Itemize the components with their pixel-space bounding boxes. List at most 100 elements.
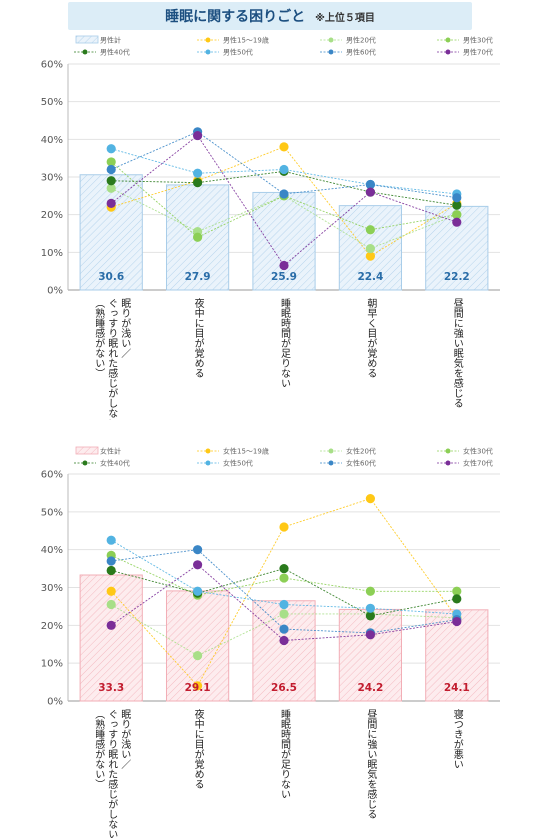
bar-value-label: 25.9	[271, 271, 297, 283]
legend-marker	[328, 37, 334, 43]
series-line	[110, 539, 457, 615]
y-tick-label: 10%	[41, 248, 63, 259]
data-point	[365, 179, 375, 190]
y-tick-label: 30%	[41, 583, 63, 594]
data-point	[193, 168, 203, 178]
data-point	[106, 556, 116, 566]
data-point	[106, 198, 116, 208]
legend-marker	[445, 460, 451, 466]
category-label-line: 夜中に目が覚める	[192, 708, 204, 789]
legend-label: 女性40代	[100, 459, 130, 468]
legend-item: 男性50代	[197, 48, 253, 57]
category-label: 夜中に目が覚める	[192, 297, 204, 378]
bar-value-label: 27.9	[185, 271, 211, 283]
chart-title-note: ※上位５項目	[315, 12, 375, 24]
data-point	[106, 620, 116, 630]
category-label-line: 眠りが浅い／	[119, 298, 131, 358]
legend-marker	[205, 49, 211, 55]
data-point	[193, 130, 203, 141]
category-label-line: 睡眠時間が足りない	[279, 708, 291, 799]
legend-label: 女性計	[100, 447, 121, 456]
y-tick-label: 20%	[41, 621, 63, 632]
category-label-line: 夜中に目が覚める	[192, 297, 204, 378]
bar	[165, 184, 230, 291]
category-label-line: ぐっすり眠れた感じがしない	[106, 709, 118, 839]
bar-value-label: 22.2	[444, 271, 470, 283]
data-point	[193, 560, 203, 570]
data-point	[279, 563, 289, 574]
data-point	[452, 616, 462, 627]
data-point	[193, 681, 203, 691]
y-tick-label: 60%	[41, 470, 63, 481]
series-line	[110, 564, 457, 641]
category-label: 睡眠時間が足りない	[279, 297, 291, 388]
data-point	[452, 193, 462, 203]
data-point	[452, 210, 462, 220]
y-tick-label: 40%	[41, 135, 63, 146]
legend-item: 女性50代	[197, 459, 253, 468]
data-point	[365, 187, 375, 197]
category-label: 昼間に強い眠気を感じる	[365, 709, 377, 819]
data-point	[193, 545, 203, 555]
legend-marker	[82, 460, 88, 466]
category-label-line: 昼間に強い眠気を感じる	[365, 709, 377, 819]
series-line	[111, 170, 457, 206]
legend-label: 男性20代	[346, 36, 376, 45]
data-point	[193, 586, 203, 596]
category-label-line: 朝早く目が覚める	[365, 298, 377, 378]
y-tick-label: 30%	[41, 173, 63, 184]
legend-label: 男性30代	[463, 36, 493, 45]
bar-value-label: 26.5	[271, 682, 297, 694]
data-point	[279, 522, 289, 532]
data-point	[106, 164, 116, 175]
data-point	[365, 603, 375, 613]
legend-marker	[82, 49, 88, 55]
legend-marker	[328, 460, 334, 466]
bar	[338, 608, 403, 702]
data-point	[279, 260, 289, 271]
data-point	[106, 586, 116, 596]
y-tick-label: 50%	[41, 97, 63, 108]
legend-label: 男性60代	[346, 48, 376, 57]
category-label-line: ぐっすり眠れた感じがしない	[106, 298, 118, 420]
category-label-line: 寝つきが悪い	[451, 708, 463, 769]
legend-item: 男性60代	[320, 48, 376, 57]
data-point	[452, 594, 462, 604]
legend-item: 女性60代	[320, 459, 376, 468]
y-tick-label: 20%	[41, 210, 63, 221]
data-point	[365, 630, 375, 640]
legend-item: 男性計	[75, 36, 121, 45]
category-label-line: 昼間に強い眠気を感じる	[451, 298, 463, 408]
y-tick-label: 60%	[41, 60, 63, 71]
legend-item: 女性15～19歳	[197, 447, 269, 456]
legend-item: 男性20代	[320, 36, 376, 45]
data-point	[365, 611, 375, 621]
bar-value-label: 30.6	[98, 271, 124, 283]
legend-marker	[445, 37, 451, 43]
legend-item: 女性30代	[437, 447, 493, 456]
category-label-line: （熟睡感がない）	[93, 298, 105, 378]
data-point	[106, 599, 116, 610]
y-tick-label: 10%	[41, 659, 63, 670]
legend-marker	[445, 49, 451, 55]
category-label-line: 睡眠時間が足りない	[279, 297, 291, 388]
data-point	[452, 200, 462, 210]
category-label: 眠りが浅い／ぐっすり眠れた感じがしない（熟睡感がない）	[93, 709, 131, 839]
data-point	[279, 599, 289, 610]
data-point	[452, 586, 462, 596]
legend-label: 女性30代	[463, 447, 493, 456]
legend-item: 女性70代	[437, 459, 493, 468]
y-tick-label: 50%	[41, 507, 63, 518]
data-point	[106, 144, 116, 154]
data-point	[106, 565, 116, 576]
data-point	[106, 176, 116, 186]
bar-value-label: 33.3	[98, 682, 124, 694]
legend-marker	[205, 460, 211, 466]
legend-item: 女性20代	[320, 447, 376, 456]
data-point	[365, 251, 375, 261]
legend-label: 女性50代	[223, 459, 253, 468]
category-label: 寝つきが悪い	[451, 708, 463, 769]
legend-label: 女性15～19歳	[223, 447, 269, 456]
legend-marker	[328, 448, 334, 454]
